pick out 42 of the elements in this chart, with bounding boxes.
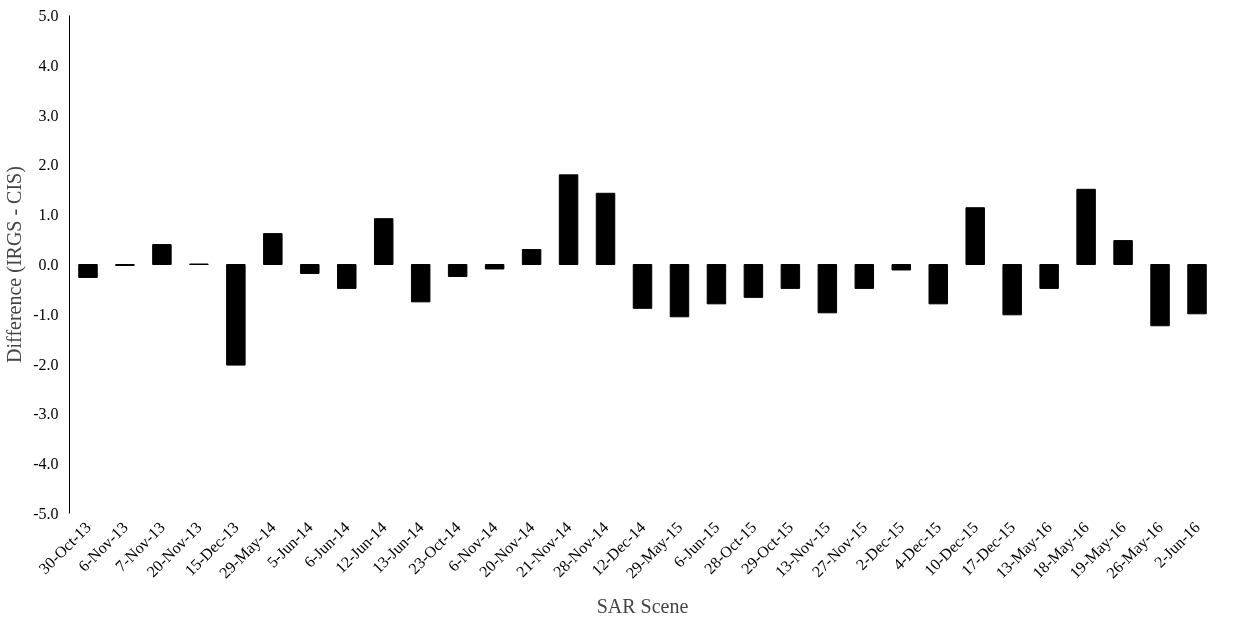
x-axis-title: SAR Scene [596, 595, 689, 618]
y-tick-label: -4.0 [33, 455, 59, 473]
y-tick-label: -5.0 [33, 505, 59, 522]
bar [928, 264, 948, 305]
bar [1113, 240, 1133, 265]
y-tick-label: 3.0 [38, 106, 59, 124]
bar [1187, 264, 1207, 315]
bar [965, 207, 985, 265]
bar [1039, 264, 1059, 289]
bar [226, 264, 246, 366]
bar [337, 264, 357, 289]
y-tick-label: -3.0 [33, 405, 59, 423]
bar [743, 264, 764, 298]
y-tick-label: 5.0 [38, 7, 59, 24]
y-tick-label: 1.0 [38, 206, 59, 224]
bar [1150, 264, 1170, 327]
bar [558, 174, 579, 265]
y-tick-label: 4.0 [38, 56, 59, 74]
y-tick-label: -1.0 [33, 305, 59, 323]
bar [373, 218, 394, 265]
y-tick-label: 2.0 [38, 156, 59, 174]
bar [78, 264, 98, 278]
bar [595, 192, 616, 265]
bar [817, 264, 838, 314]
bar [891, 264, 912, 271]
bar [1076, 188, 1096, 265]
y-axis-title: Difference (IRGS - CIS) [3, 166, 27, 363]
y-tick-label: -2.0 [33, 355, 59, 373]
bar [484, 264, 505, 270]
bar [632, 264, 653, 309]
bar [263, 233, 283, 265]
bar [706, 264, 727, 305]
y-tick-label: 0.0 [38, 256, 59, 273]
bar [447, 264, 468, 277]
bar [780, 264, 801, 289]
bar [152, 244, 172, 265]
bar [1002, 264, 1022, 316]
bar [854, 264, 875, 289]
bar [410, 264, 431, 303]
bar [521, 249, 542, 265]
bar [300, 264, 320, 274]
bar [669, 264, 690, 318]
